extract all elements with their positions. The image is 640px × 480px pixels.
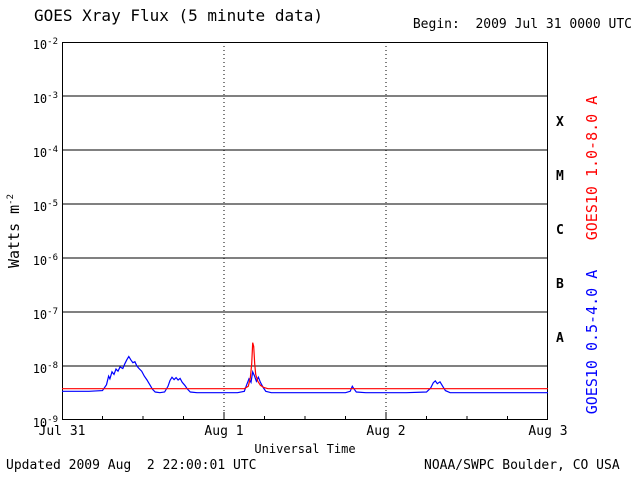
series-line: [62, 342, 548, 390]
flare-class-label: C: [556, 223, 564, 238]
flare-class-label: M: [556, 169, 564, 184]
series-line: [62, 355, 548, 394]
x-axis-tick-label: Jul 31: [38, 424, 86, 439]
y-axis-tick-label: 10-4: [32, 145, 58, 160]
x-axis-tick-label: Aug 3: [528, 424, 568, 439]
x-axis-tick-label: Aug 2: [366, 424, 406, 439]
series-short-label: GOES10 0.5-4.0 A: [583, 269, 601, 415]
y-axis-tick-label: 10-6: [32, 253, 58, 268]
y-axis-tick-label: 10-8: [32, 361, 58, 376]
x-axis-label: Universal Time: [254, 442, 356, 456]
x-axis-tick-label: Aug 1: [204, 424, 244, 439]
flare-class-label: X: [556, 115, 564, 130]
y-axis-tick-label: 10-2: [32, 37, 58, 52]
y-axis-tick-label: 10-7: [32, 307, 58, 322]
y-axis-label-exponent: -2: [6, 193, 16, 205]
begin-time-label: Begin: 2009 Jul 31 0000 UTC: [412, 17, 632, 32]
plot-frame: [62, 42, 548, 420]
chart-title: GOES Xray Flux (5 minute data): [34, 6, 323, 25]
plot-area: [62, 42, 548, 420]
flare-class-label: B: [556, 277, 564, 292]
series-long-label: GOES10 1.0-8.0 A: [583, 95, 601, 241]
y-axis-tick-label: 10-5: [32, 199, 58, 214]
credit-label: NOAA/SWPC Boulder, CO USA: [424, 458, 620, 473]
y-axis-tick-label: 10-3: [32, 91, 58, 106]
y-axis-tick-label: 10-9: [32, 415, 58, 430]
flare-class-label: A: [556, 331, 564, 346]
updated-timestamp: Updated 2009 Aug 2 22:00:01 UTC: [6, 458, 257, 473]
